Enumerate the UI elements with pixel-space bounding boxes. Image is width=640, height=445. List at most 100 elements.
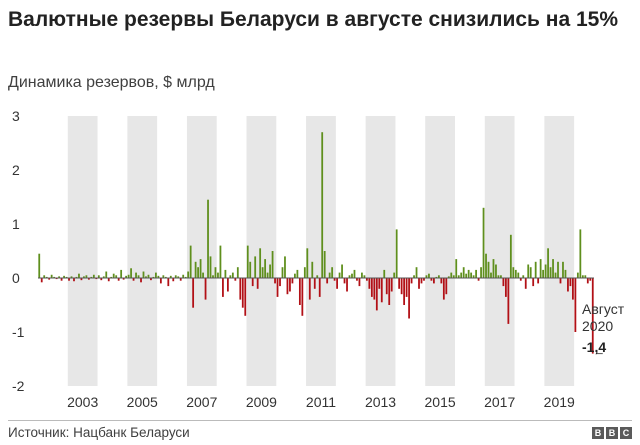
bar (132, 278, 135, 281)
bar (184, 276, 187, 278)
bar (445, 278, 448, 295)
bar (447, 276, 450, 278)
bar (239, 278, 242, 300)
bar (395, 229, 398, 278)
bar (361, 272, 363, 278)
bar (95, 278, 98, 280)
bar (162, 275, 165, 278)
year-band (67, 116, 98, 386)
bar (408, 278, 410, 319)
y-tick-label: 0 (12, 270, 20, 286)
year-band (246, 116, 277, 386)
logo-letter: B (606, 427, 618, 439)
bar (383, 269, 386, 278)
bar (490, 272, 492, 278)
bar (326, 278, 329, 284)
bar (63, 275, 65, 278)
source-note: Источник: Нацбанк Беларуси (8, 425, 190, 440)
bar (509, 234, 512, 278)
bar (107, 278, 110, 282)
bar (557, 261, 559, 278)
bar (420, 278, 423, 284)
bar (574, 278, 577, 332)
bar (462, 267, 465, 278)
bar (122, 278, 125, 280)
bar (514, 269, 517, 278)
bar (519, 278, 522, 281)
bar (177, 276, 180, 278)
bar (249, 261, 252, 278)
bar (199, 259, 202, 278)
bar (537, 278, 540, 284)
bar (217, 272, 219, 278)
bar (55, 278, 58, 280)
bar (532, 278, 535, 287)
bar (157, 275, 160, 278)
bar (549, 267, 552, 278)
bar (145, 276, 147, 278)
bar (204, 278, 207, 300)
bar (457, 275, 460, 278)
bar (115, 275, 118, 278)
bar (591, 278, 594, 354)
bar (331, 267, 334, 278)
bar (137, 275, 140, 278)
bar (542, 269, 545, 278)
bar (189, 245, 192, 278)
bar (333, 278, 336, 281)
bar (380, 278, 383, 303)
logo-letter: B (592, 427, 604, 439)
bar (353, 269, 356, 278)
year-band (127, 116, 158, 386)
bar (313, 278, 316, 289)
bar (214, 267, 217, 278)
bar (572, 278, 574, 300)
bar (375, 278, 378, 311)
bar (229, 275, 232, 278)
bar (328, 272, 331, 278)
x-tick-label: 2015 (425, 394, 456, 410)
bar (388, 278, 391, 305)
bar (437, 275, 440, 278)
bar (351, 273, 353, 278)
bar (321, 132, 324, 278)
bar (50, 274, 53, 278)
bar (303, 267, 306, 278)
bar (65, 276, 68, 278)
bar (87, 278, 90, 280)
bar (413, 275, 415, 278)
bar (410, 278, 413, 284)
footer-divider (8, 420, 632, 421)
bar (236, 267, 239, 278)
bar (428, 273, 430, 278)
annotation-label: Август (582, 301, 625, 317)
bar (512, 267, 515, 278)
bar (70, 276, 73, 278)
bar (507, 278, 510, 324)
year-band (306, 116, 336, 386)
bar (343, 278, 346, 284)
bar (174, 275, 177, 278)
bar (112, 273, 115, 278)
bar (460, 272, 463, 278)
bar (281, 267, 284, 278)
bar (433, 278, 435, 284)
bar (385, 278, 388, 295)
bar (296, 269, 299, 278)
bar (117, 278, 120, 281)
bar (294, 273, 296, 278)
bar (522, 275, 525, 278)
bar (38, 253, 41, 278)
bar (110, 276, 113, 278)
logo-letter: C (620, 427, 632, 439)
reserves-chart: 3 2 1 0 -1 -2 2003 2005 2007 2009 2011 2013 2015 2017… (12, 108, 625, 410)
bar (477, 278, 480, 281)
bar (259, 248, 262, 278)
bar (370, 278, 373, 297)
bar (544, 264, 547, 278)
bar (435, 276, 438, 278)
bar (390, 278, 393, 292)
bar (415, 267, 418, 278)
bar (167, 278, 170, 287)
bar (475, 269, 477, 278)
